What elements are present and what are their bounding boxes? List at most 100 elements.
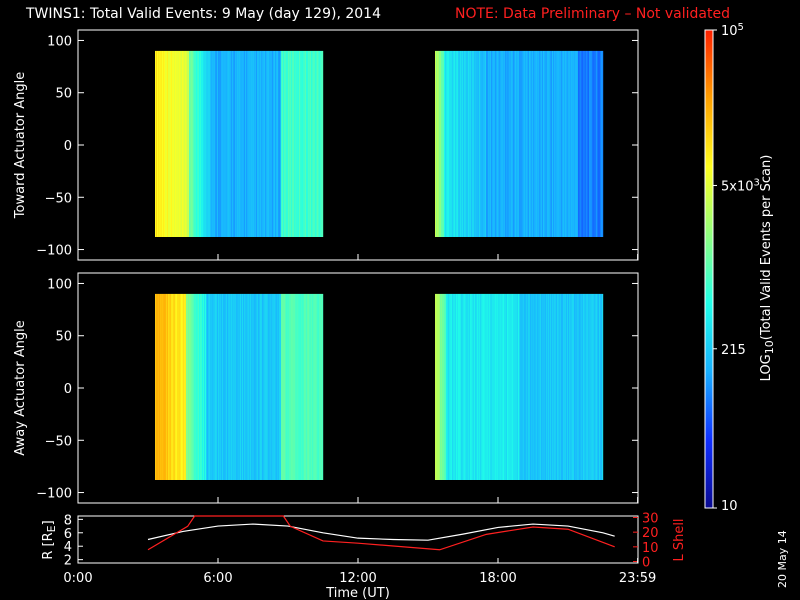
- toward-y-tick-label: −50: [45, 191, 72, 206]
- toward-heatmap-column: [242, 50, 244, 238]
- away-heatmap-column: [471, 293, 473, 480]
- orbit-left-axis-title-end: ]: [41, 520, 56, 525]
- away-heatmap-column: [551, 293, 553, 480]
- away-heatmap-column: [232, 293, 234, 480]
- away-heatmap-column: [166, 293, 168, 480]
- toward-heatmap-column: [229, 50, 231, 238]
- away-heatmap-column: [301, 293, 303, 480]
- toward-heatmap-column: [176, 50, 178, 238]
- away-heatmap-column: [170, 293, 172, 480]
- toward-heatmap-column: [555, 50, 557, 238]
- away-heatmap-column: [496, 293, 498, 480]
- away-heatmap-column: [490, 293, 492, 480]
- toward-heatmap-column: [580, 50, 582, 238]
- away-heatmap-column: [240, 293, 242, 480]
- away-heatmap-column: [585, 293, 587, 480]
- toward-heatmap-column: [271, 50, 273, 238]
- toward-heatmap-column: [487, 50, 489, 238]
- away-heatmap-column: [293, 293, 295, 480]
- toward-heatmap-column: [215, 50, 217, 238]
- toward-heatmap-column: [554, 50, 556, 238]
- away-y-tick-label: 0: [64, 382, 72, 397]
- toward-heatmap-column: [319, 50, 321, 238]
- away-heatmap-column: [482, 293, 484, 480]
- toward-heatmap-column: [493, 50, 495, 238]
- toward-heatmap-column: [161, 50, 163, 238]
- away-heatmap-column: [221, 293, 223, 480]
- away-heatmap-column: [172, 293, 174, 480]
- toward-heatmap-column: [496, 50, 498, 238]
- toward-heatmap-column: [547, 50, 549, 238]
- away-heatmap-column: [597, 293, 599, 480]
- away-heatmap-column: [488, 293, 490, 480]
- toward-y-tick-label: −100: [36, 244, 72, 259]
- toward-heatmap-column: [553, 50, 555, 238]
- toward-heatmap-column: [548, 50, 550, 238]
- toward-heatmap-column: [543, 50, 545, 238]
- toward-heatmap-column: [301, 50, 303, 238]
- toward-heatmap-column: [220, 50, 222, 238]
- toward-heatmap-column: [518, 50, 520, 238]
- away-heatmap-column: [319, 293, 321, 480]
- away-heatmap-column: [189, 293, 191, 480]
- toward-heatmap-column: [234, 50, 236, 238]
- toward-heatmap-column: [238, 50, 240, 238]
- away-heatmap-column: [238, 293, 240, 480]
- away-heatmap-column: [504, 293, 506, 480]
- toward-heatmap-column: [311, 50, 313, 238]
- away-heatmap-column: [304, 293, 306, 480]
- away-heatmap-column: [162, 293, 164, 480]
- toward-heatmap-column: [593, 50, 595, 238]
- away-heatmap-column: [475, 293, 477, 480]
- away-heatmap-column: [190, 293, 192, 480]
- away-heatmap-column: [591, 293, 593, 480]
- away-heatmap-column: [321, 293, 323, 480]
- toward-heatmap-column: [253, 50, 255, 238]
- toward-heatmap-column: [579, 50, 581, 238]
- away-heatmap-column: [445, 293, 447, 480]
- toward-heatmap-column: [278, 50, 280, 238]
- toward-heatmap-column: [581, 50, 583, 238]
- toward-heatmap-column: [567, 50, 569, 238]
- toward-heatmap-column: [290, 50, 292, 238]
- away-heatmap-column: [296, 293, 298, 480]
- toward-heatmap-column: [597, 50, 599, 238]
- away-heatmap-column: [159, 293, 161, 480]
- away-heatmap-column: [465, 293, 467, 480]
- away-heatmap-column: [565, 293, 567, 480]
- toward-heatmap-column: [498, 50, 500, 238]
- toward-heatmap-column: [590, 50, 592, 238]
- toward-heatmap-column: [535, 50, 537, 238]
- toward-heatmap-column: [191, 50, 193, 238]
- away-heatmap-column: [441, 293, 443, 480]
- toward-heatmap-column: [291, 50, 293, 238]
- away-heatmap-column: [299, 293, 301, 480]
- toward-heatmap-column: [272, 50, 274, 238]
- away-heatmap-column: [281, 293, 283, 480]
- away-heatmap-column: [449, 293, 451, 480]
- toward-heatmap-column: [570, 50, 572, 238]
- away-heatmap-column: [536, 293, 538, 480]
- toward-heatmap-column: [542, 50, 544, 238]
- toward-heatmap-column: [466, 50, 468, 238]
- away-heatmap-column: [437, 293, 439, 480]
- away-heatmap-column: [444, 293, 446, 480]
- away-heatmap-column: [522, 293, 524, 480]
- toward-heatmap-column: [529, 50, 531, 238]
- away-heatmap-column: [305, 293, 307, 480]
- away-heatmap-column: [201, 293, 203, 480]
- away-heatmap-column: [211, 293, 213, 480]
- away-heatmap-column: [593, 293, 595, 480]
- away-heatmap-column: [300, 293, 302, 480]
- away-heatmap-column: [540, 293, 542, 480]
- away-heatmap-column: [287, 293, 289, 480]
- toward-heatmap-column: [187, 50, 189, 238]
- away-heatmap-column: [508, 293, 510, 480]
- away-heatmap-column: [517, 293, 519, 480]
- toward-heatmap-column: [447, 50, 449, 238]
- away-heatmap-column: [214, 293, 216, 480]
- orbit-left-axis-title-main: R [R: [41, 532, 56, 559]
- colorbar-tick-label: 10: [721, 499, 738, 514]
- series-line-l-shell: [147, 515, 615, 551]
